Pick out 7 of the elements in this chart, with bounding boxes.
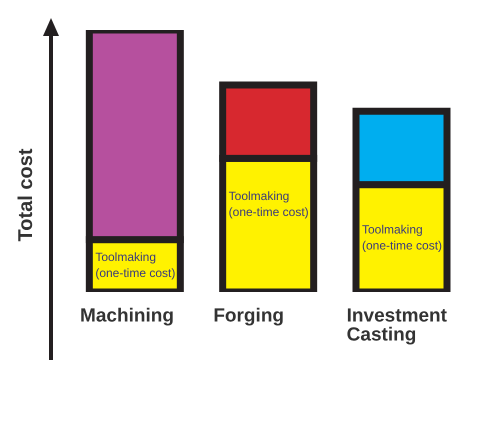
annotation: Toolmaking (one-time cost) — [95, 250, 176, 280]
annotation: Toolmaking (one-time cost) — [228, 189, 309, 220]
x-tick-label: Investment Casting — [346, 305, 448, 346]
annotation: Toolmaking (one-time cost) — [362, 222, 442, 252]
x-tick-label: Machining — [80, 305, 174, 326]
y-axis-title: Total cost — [15, 148, 37, 242]
x-tick-label: Forging — [213, 305, 284, 326]
